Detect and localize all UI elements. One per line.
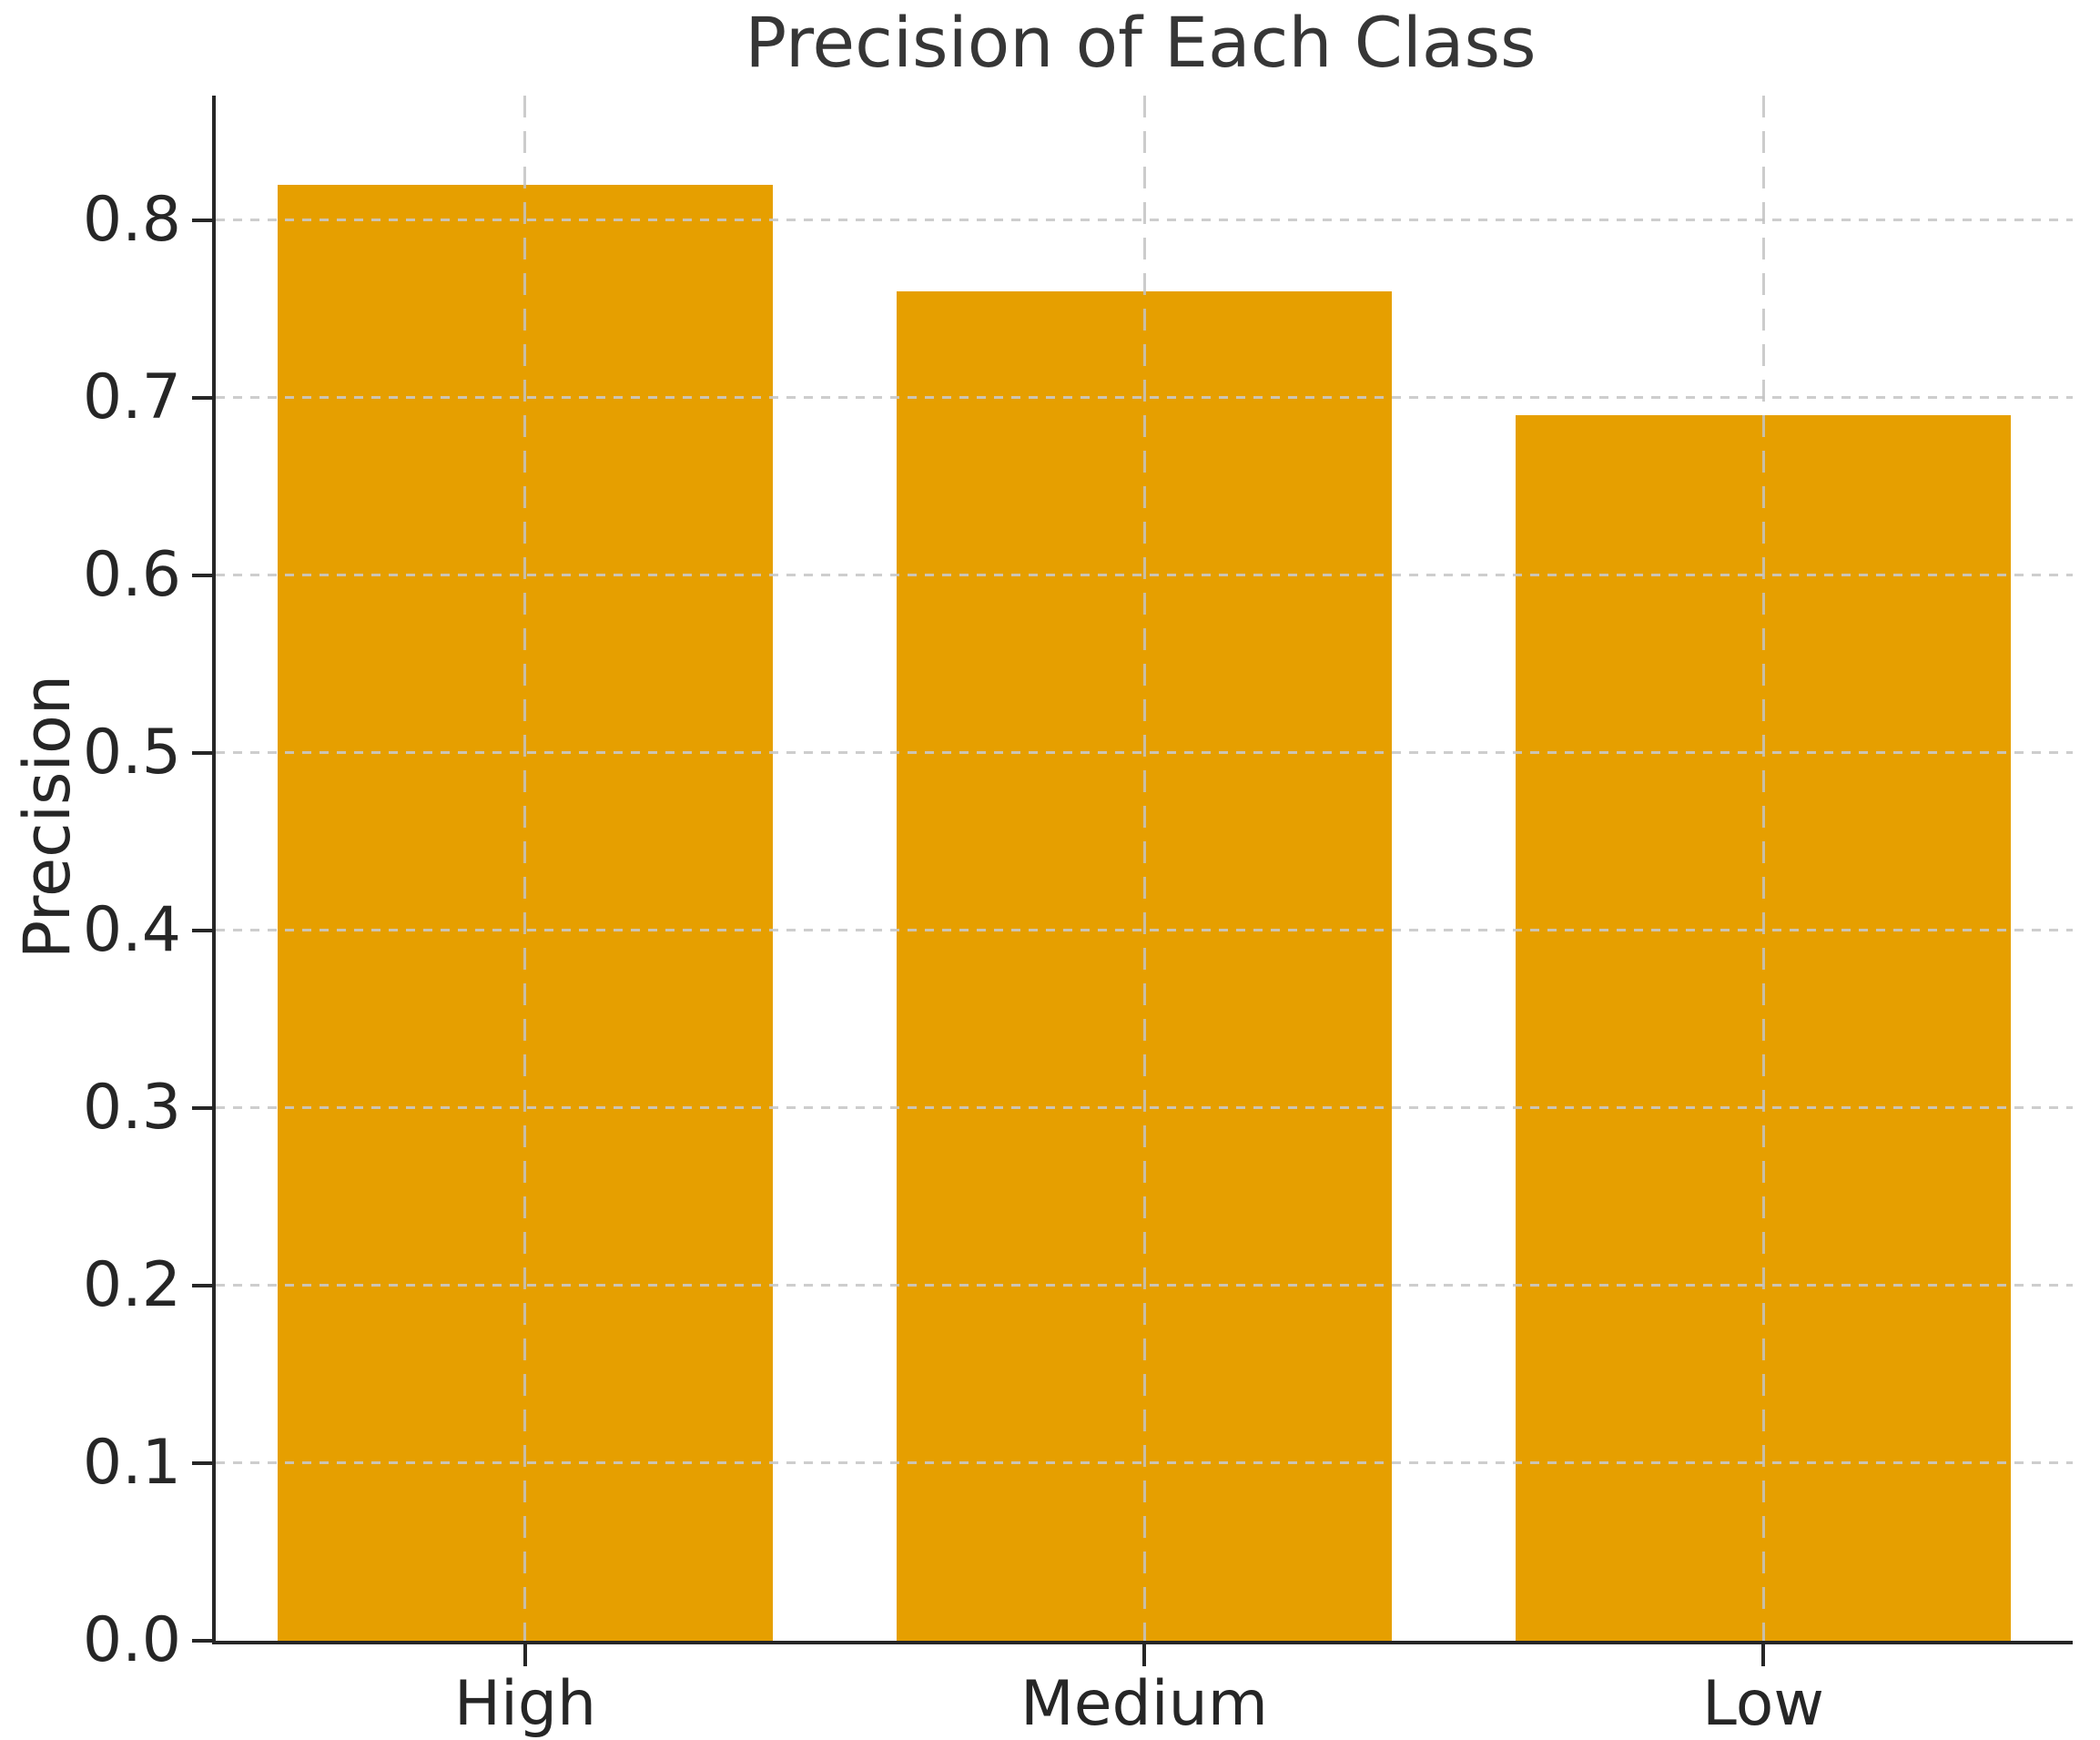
chart-title: Precision of Each Class xyxy=(745,2,1537,83)
y-tick-label: 0.3 xyxy=(82,1071,181,1144)
x-tick-mark xyxy=(522,1644,527,1666)
y-tick-mark xyxy=(192,1460,212,1465)
x-tick-label-high: High xyxy=(453,1668,597,1740)
x-gridline xyxy=(1142,96,1146,1641)
y-tick-mark xyxy=(192,750,212,755)
y-tick-mark xyxy=(192,1283,212,1287)
y-tick-mark xyxy=(192,218,212,222)
y-tick-label: 0.0 xyxy=(82,1604,181,1676)
y-tick-label: 0.1 xyxy=(82,1426,181,1499)
y-tick-label: 0.8 xyxy=(82,183,181,256)
x-tick-label-medium: Medium xyxy=(1020,1668,1268,1740)
y-tick-mark xyxy=(192,573,212,577)
y-tick-label: 0.6 xyxy=(82,538,181,611)
y-tick-mark xyxy=(192,928,212,932)
x-tick-mark xyxy=(1761,1644,1765,1666)
x-gridline xyxy=(1761,96,1765,1641)
y-tick-mark xyxy=(192,395,212,400)
x-gridline xyxy=(523,96,527,1641)
x-tick-label-low: Low xyxy=(1702,1668,1824,1740)
y-tick-label: 0.4 xyxy=(82,893,181,966)
y-tick-mark xyxy=(192,1105,212,1110)
y-tick-label: 0.5 xyxy=(82,716,181,789)
y-tick-label: 0.7 xyxy=(82,361,181,433)
x-tick-mark xyxy=(1142,1644,1146,1666)
y-tick-label: 0.2 xyxy=(82,1248,181,1321)
y-axis-title: Precision xyxy=(10,674,85,960)
y-tick-mark xyxy=(192,1639,212,1643)
plot-area: 0.0 0.1 0.2 0.3 0.4 0.5 0.6 0.7 0.8 High Medium Low xyxy=(83,96,2073,1739)
